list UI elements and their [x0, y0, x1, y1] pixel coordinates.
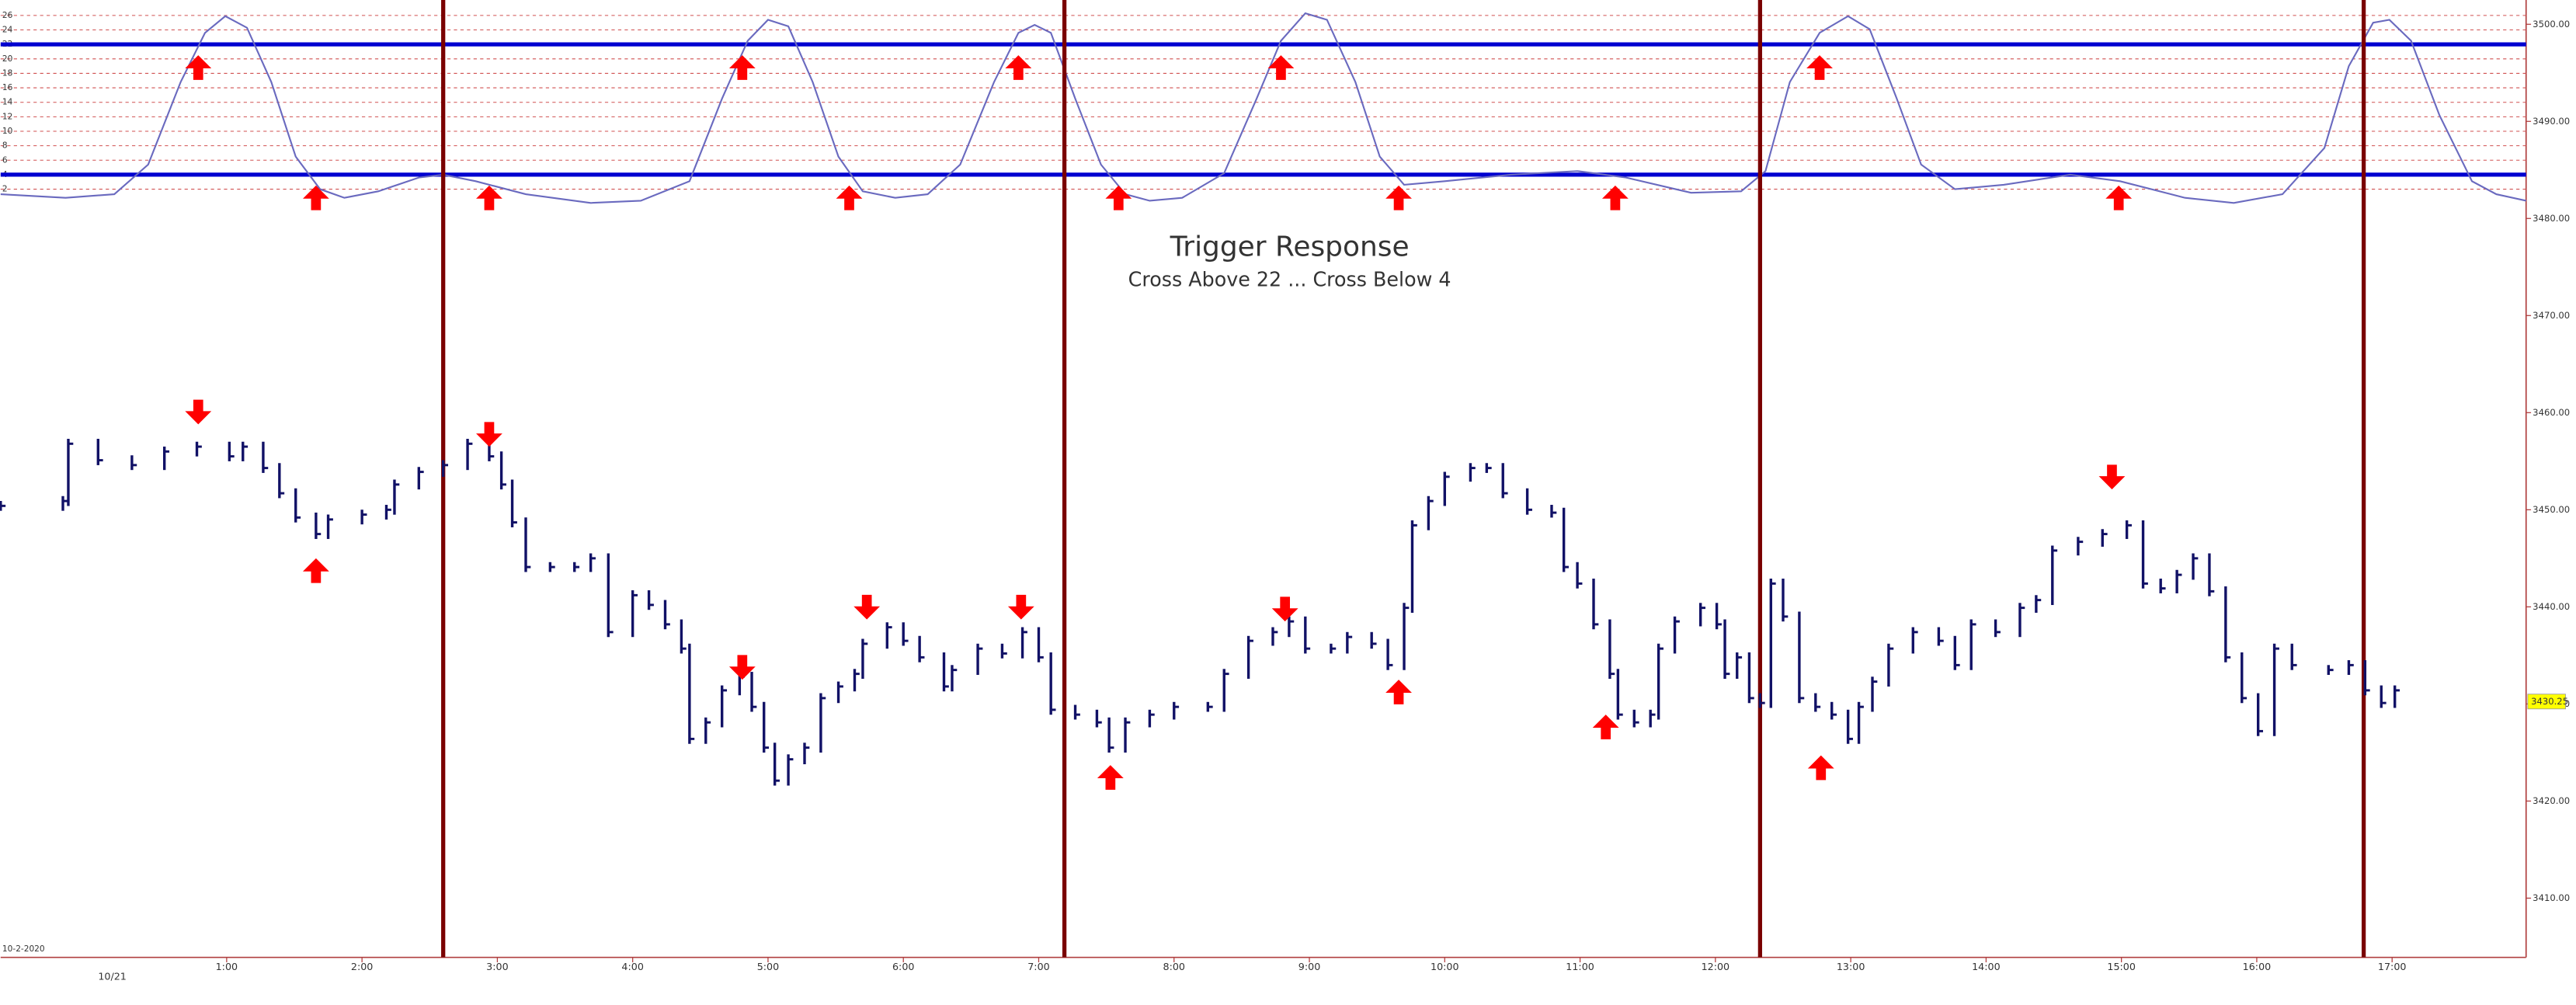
down-arrow — [1271, 596, 1298, 622]
y-tick-label: 2 — [2, 185, 8, 194]
y-tick-label: 18 — [2, 68, 12, 78]
last-price-label: 3430.25 — [2531, 696, 2568, 707]
x-tick-label: 5:00 — [757, 961, 779, 972]
up-arrow — [1267, 55, 1295, 80]
y-tick-label: 14 — [2, 98, 13, 107]
y-tick-label: 16 — [2, 83, 13, 92]
note: 10-2-2020 — [2, 944, 45, 954]
up-arrow — [1807, 755, 1834, 781]
y-tick-label: 3440.00 — [2533, 601, 2570, 612]
x-tick-label: 10:00 — [1431, 961, 1459, 972]
chart-subtitle: Cross Above 22 ... Cross Below 4 — [1128, 268, 1451, 291]
date-caption: 10/21 — [98, 971, 127, 982]
up-arrow — [1097, 765, 1124, 790]
down-arrow — [2098, 464, 2126, 490]
x-tick-label: 4:00 — [621, 961, 643, 972]
x-tick-label: 16:00 — [2243, 961, 2272, 972]
y-tick-label: 10 — [2, 127, 13, 136]
up-arrow — [1806, 55, 1833, 80]
y-tick-label: 26 — [2, 11, 13, 20]
down-arrow — [728, 655, 756, 680]
up-arrow — [1005, 55, 1032, 80]
x-tick-label: 1:00 — [216, 961, 238, 972]
x-tick-label: 2:00 — [351, 961, 373, 972]
indicator-line — [0, 12, 2526, 204]
up-arrow — [1601, 185, 1629, 210]
x-tick-label: 14:00 — [1972, 961, 2001, 972]
plot-area — [0, 0, 2526, 958]
up-arrow — [476, 185, 502, 210]
up-arrow — [302, 558, 329, 583]
y-tick-label: 8 — [2, 141, 8, 151]
up-arrow — [302, 185, 329, 210]
y-tick-label: 6 — [2, 155, 8, 165]
up-arrow — [1592, 715, 1619, 739]
y-tick-label: 24 — [2, 26, 13, 35]
up-arrow — [185, 55, 212, 80]
y-tick-label: 3460.00 — [2533, 407, 2570, 418]
down-arrow — [1007, 594, 1034, 620]
y-tick-label: 3500.00 — [2533, 19, 2570, 30]
down-arrow — [853, 594, 881, 620]
x-tick-label: 3:00 — [486, 961, 508, 972]
up-arrow — [728, 55, 756, 80]
y-tick-label: 3420.00 — [2533, 795, 2570, 806]
y-tick-label: 3410.00 — [2533, 892, 2570, 903]
up-arrow — [1385, 680, 1412, 704]
y-tick-label: 12 — [2, 112, 12, 121]
x-tick-label: 8:00 — [1163, 961, 1185, 972]
x-tick-label: 13:00 — [1837, 961, 1865, 972]
up-arrow — [1105, 185, 1132, 210]
last-price-box — [2527, 694, 2566, 710]
down-arrow — [476, 422, 502, 447]
up-arrow — [836, 185, 863, 210]
x-tick-label: 11:00 — [1566, 961, 1594, 972]
down-arrow — [185, 399, 212, 425]
x-tick-label: 6:00 — [892, 961, 914, 972]
up-arrow — [2105, 185, 2133, 210]
x-tick-label: 9:00 — [1298, 961, 1320, 972]
y-tick-label: 3480.00 — [2533, 213, 2570, 224]
x-tick-label: 12:00 — [1702, 961, 1730, 972]
x-tick-label: 17:00 — [2378, 961, 2407, 972]
x-tick-label: 15:00 — [2107, 961, 2136, 972]
y-tick-label: 3470.00 — [2533, 310, 2570, 321]
y-tick-label: 20 — [2, 54, 13, 64]
y-tick-label: 3450.00 — [2533, 504, 2570, 515]
up-arrow — [1385, 185, 1412, 210]
y-tick-label: 3490.00 — [2533, 116, 2570, 127]
x-tick-label: 7:00 — [1027, 961, 1049, 972]
chart-title: Trigger Response — [1170, 231, 1410, 263]
